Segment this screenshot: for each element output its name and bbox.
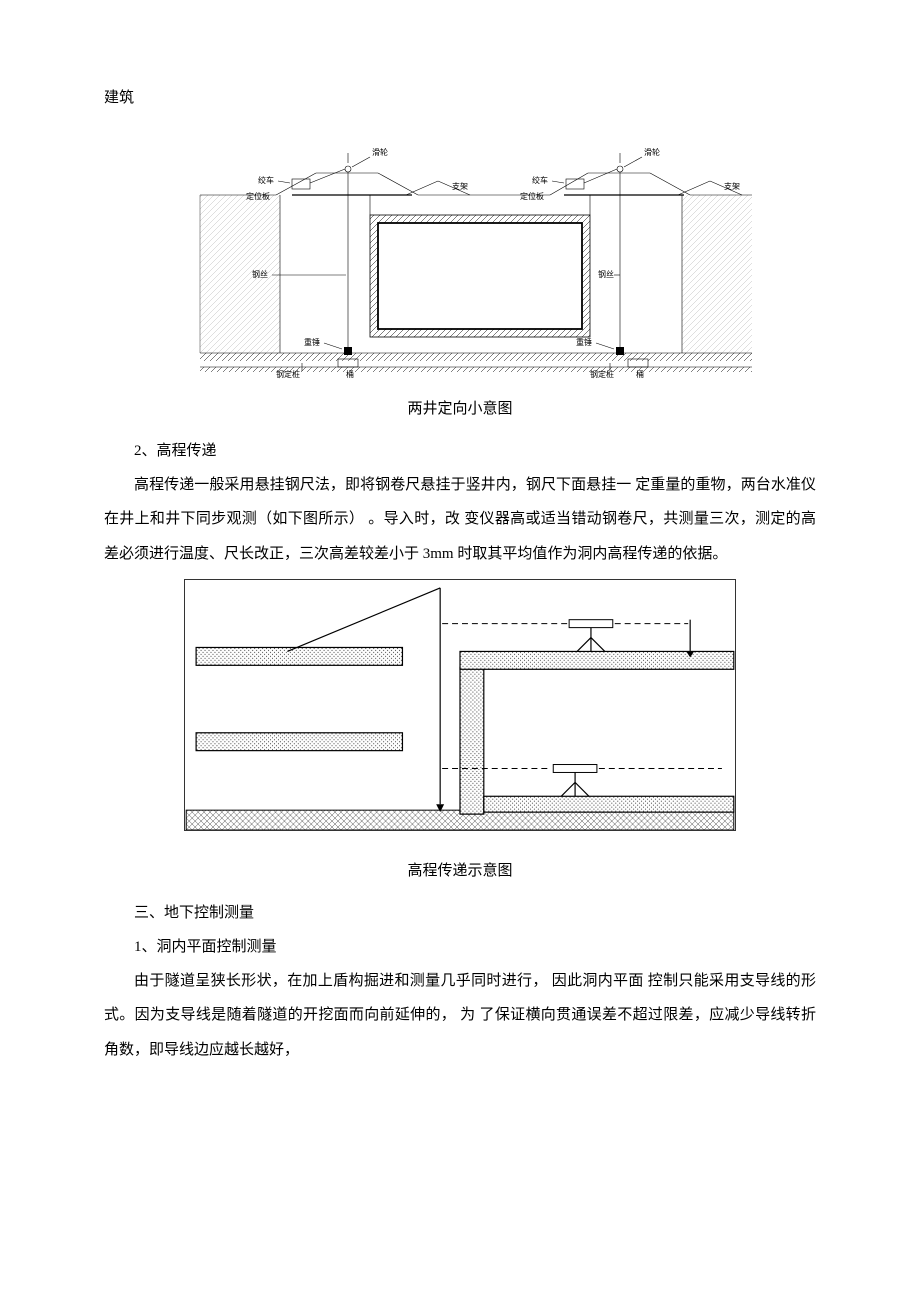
label-bracket-r: 支架 — [724, 181, 740, 191]
page-header: 建筑 — [104, 86, 816, 107]
label-sand-l: 桶 — [346, 369, 354, 379]
label-plumb-r: 重锤 — [576, 337, 592, 347]
label-sand-r: 桶 — [636, 369, 644, 379]
label-bracket-l: 支架 — [452, 181, 468, 191]
level-instrument-upper — [569, 619, 613, 651]
label-pulley-l: 滑轮 — [372, 147, 388, 157]
label-pile-l: 钢定桩 — [276, 369, 300, 379]
section-2-label: 2、高程传递 — [104, 434, 816, 468]
label-winch-l: 绞车 — [258, 175, 274, 185]
diagram-two-well: 滑轮 滑轮 绞车 绞车 定位板 定位板 支架 支架 钢丝 钢丝 重锤 重锤 钢定… — [152, 143, 794, 379]
label-plumb-l: 重锤 — [304, 337, 320, 347]
diagram2-caption: 高程传递示意图 — [104, 859, 816, 880]
label-plate-l: 定位板 — [246, 191, 270, 201]
section-3-label: 三、地下控制测量 — [104, 896, 816, 930]
label-wire-r: 钢丝 — [598, 269, 614, 279]
label-wire-l: 钢丝 — [252, 269, 268, 279]
label-plate-r: 定位板 — [520, 191, 544, 201]
paragraph-underground: 由于隧道呈狭长形状，在加上盾构掘进和测量几乎同时进行， 因此洞内平面 控制只能采… — [104, 964, 816, 1067]
label-winch-r: 绞车 — [532, 175, 548, 185]
diagram1-caption: 两井定向小意图 — [104, 397, 816, 418]
paragraph-elevation: 高程传递一般采用悬挂钢尺法，即将钢卷尺悬挂于竖井内，钢尺下面悬挂一 定重量的重物… — [104, 468, 816, 571]
section-3-sub: 1、洞内平面控制测量 — [104, 930, 816, 964]
diagram-elevation-transfer — [184, 579, 736, 831]
level-instrument-lower — [553, 764, 597, 796]
label-pulley-r: 滑轮 — [644, 147, 660, 157]
label-pile-r: 钢定桩 — [590, 369, 614, 379]
